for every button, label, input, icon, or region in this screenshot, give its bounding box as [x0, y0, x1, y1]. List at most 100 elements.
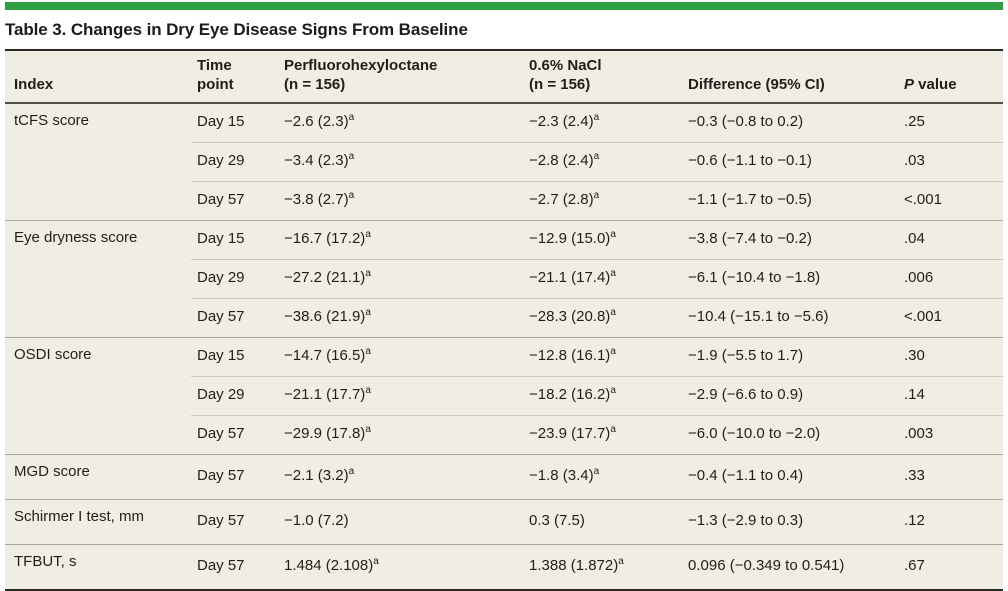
p-value-italic-p: P: [904, 75, 915, 93]
cell-index: MGD score: [5, 453, 191, 499]
table-row: tCFS score Day 15 −2.6 (2.3)a −2.3 (2.4)a −0…: [5, 102, 1003, 220]
cell-perfluorohexyloctane: −3.4 (2.3)a: [278, 141, 523, 181]
table-row: Day 29 −27.2 (21.1)a −21.1 (17.4)a −6.1 (−1…: [5, 258, 1003, 298]
cell-p-value: .003: [898, 414, 1003, 454]
col-header-nacl: 0.6% NaCl (n = 156): [523, 50, 682, 104]
footnote-marker: a: [610, 229, 616, 241]
cell-index: Eye dryness score: [5, 219, 191, 337]
cell-difference: −0.6 (−1.1 to −0.1): [682, 141, 898, 181]
cell-p-value: .67: [898, 543, 1003, 590]
table-row: TFBUT, s Day 57 1.484 (2.108)a 1.388 (1.872…: [5, 543, 1003, 590]
col-header-difference: Difference (95% CI): [682, 50, 898, 104]
table-header: Index Time point Perfluorohexyloctane (n…: [5, 50, 1003, 104]
footnote-marker: a: [373, 556, 379, 568]
cell-nacl: −28.3 (20.8)a: [523, 297, 682, 337]
cell-difference: 0.096 (−0.349 to 0.541): [682, 543, 898, 590]
cell-nacl: −1.8 (3.4)a: [523, 453, 682, 499]
p-value-rest: value: [914, 75, 957, 93]
cell-p-value: .03: [898, 141, 1003, 181]
table-row: Day 57 −38.6 (21.9)a −28.3 (20.8)a −10.4 (−…: [5, 297, 1003, 337]
cell-perfluorohexyloctane: −21.1 (17.7)a: [278, 375, 523, 415]
cell-difference: −10.4 (−15.1 to −5.6): [682, 297, 898, 337]
dry-eye-signs-table: Index Time point Perfluorohexyloctane (n…: [5, 49, 1003, 591]
cell-nacl: −2.3 (2.4)a: [523, 102, 682, 142]
header-row: Index Time point Perfluorohexyloctane (n…: [5, 50, 1003, 104]
cell-p-value: <.001: [898, 297, 1003, 337]
footnote-marker: a: [365, 268, 371, 280]
footnote-marker: a: [610, 424, 616, 436]
table-row: Schirmer I test, mm Day 57 −1.0 (7.2) 0.3 (…: [5, 498, 1003, 544]
footnote-marker: a: [593, 190, 600, 202]
footnote-marker: a: [365, 424, 371, 436]
cell-difference: −6.1 (−10.4 to −1.8): [682, 258, 898, 298]
col-header-p-value: P value: [898, 50, 1003, 104]
cell-p-value: .25: [898, 102, 1003, 142]
cell-perfluorohexyloctane: −16.7 (17.2)a: [278, 219, 523, 259]
cell-time-point: Day 57: [191, 297, 278, 337]
cell-p-value: .006: [898, 258, 1003, 298]
cell-nacl: −2.8 (2.4)a: [523, 141, 682, 181]
cell-difference: −0.3 (−0.8 to 0.2): [682, 102, 898, 142]
cell-p-value: .12: [898, 498, 1003, 544]
cell-time-point: Day 57: [191, 414, 278, 454]
cell-perfluorohexyloctane: −27.2 (21.1)a: [278, 258, 523, 298]
footnote-marker: a: [593, 112, 600, 124]
table-body: tCFS score Day 15 −2.6 (2.3)a −2.3 (2.4)a −0…: [5, 102, 1003, 590]
cell-p-value: .30: [898, 336, 1003, 376]
cell-perfluorohexyloctane: −14.7 (16.5)a: [278, 336, 523, 376]
cell-nacl: 0.3 (7.5): [523, 498, 682, 544]
cell-nacl: −21.1 (17.4)a: [523, 258, 682, 298]
footnote-marker: a: [365, 229, 371, 241]
cell-perfluorohexyloctane: 1.484 (2.108)a: [278, 543, 523, 590]
cell-perfluorohexyloctane: −29.9 (17.8)a: [278, 414, 523, 454]
cell-p-value: .33: [898, 453, 1003, 499]
table-row: Day 57 −29.9 (17.8)a −23.9 (17.7)a −6.0 (−1…: [5, 414, 1003, 454]
cell-difference: −6.0 (−10.0 to −2.0): [682, 414, 898, 454]
col-header-index: Index: [5, 50, 191, 104]
cell-p-value: <.001: [898, 180, 1003, 220]
col-header-perfluorohexyloctane: Perfluorohexyloctane (n = 156): [278, 50, 523, 104]
cell-time-point: Day 15: [191, 102, 278, 142]
cell-time-point: Day 57: [191, 543, 278, 590]
footnote-marker: a: [348, 151, 355, 163]
cell-nacl: −12.8 (16.1)a: [523, 336, 682, 376]
cell-p-value: .14: [898, 375, 1003, 415]
cell-difference: −2.9 (−6.6 to 0.9): [682, 375, 898, 415]
cell-nacl: −12.9 (15.0)a: [523, 219, 682, 259]
cell-time-point: Day 57: [191, 498, 278, 544]
cell-perfluorohexyloctane: −1.0 (7.2): [278, 498, 523, 544]
cell-time-point: Day 57: [191, 453, 278, 499]
cell-perfluorohexyloctane: −3.8 (2.7)a: [278, 180, 523, 220]
table-row: Day 29 −21.1 (17.7)a −18.2 (16.2)a −2.9 (−6…: [5, 375, 1003, 415]
cell-difference: −1.3 (−2.9 to 0.3): [682, 498, 898, 544]
cell-difference: −0.4 (−1.1 to 0.4): [682, 453, 898, 499]
footnote-marker: a: [610, 307, 616, 319]
footnote-marker: a: [610, 268, 616, 280]
table-row: Eye dryness score Day 15 −16.7 (17.2)a −12.…: [5, 219, 1003, 337]
footnote-marker: a: [593, 151, 600, 163]
cell-time-point: Day 57: [191, 180, 278, 220]
cell-index: Schirmer I test, mm: [5, 498, 191, 544]
cell-difference: −3.8 (−7.4 to −0.2): [682, 219, 898, 259]
footnote-marker: a: [610, 346, 616, 358]
journal-accent-bar: [5, 2, 1003, 10]
cell-nacl: −18.2 (16.2)a: [523, 375, 682, 415]
cell-index: TFBUT, s: [5, 543, 191, 590]
cell-time-point: Day 29: [191, 375, 278, 415]
footnote-marker: a: [610, 385, 616, 397]
footnote-marker: a: [348, 112, 355, 124]
footnote-marker: a: [593, 466, 600, 478]
footnote-marker: a: [365, 385, 371, 397]
table-row: Day 29 −3.4 (2.3)a −2.8 (2.4)a −0.6 (−1.1 t…: [5, 141, 1003, 181]
footnote-marker: a: [348, 190, 355, 202]
footnote-marker: a: [348, 466, 355, 478]
footnote-marker: a: [618, 556, 624, 568]
cell-nacl: −23.9 (17.7)a: [523, 414, 682, 454]
cell-nacl: 1.388 (1.872)a: [523, 543, 682, 590]
cell-time-point: Day 29: [191, 141, 278, 181]
cell-index: tCFS score: [5, 102, 191, 220]
col-header-time-point: Time point: [191, 50, 278, 104]
cell-time-point: Day 15: [191, 336, 278, 376]
cell-nacl: −2.7 (2.8)a: [523, 180, 682, 220]
